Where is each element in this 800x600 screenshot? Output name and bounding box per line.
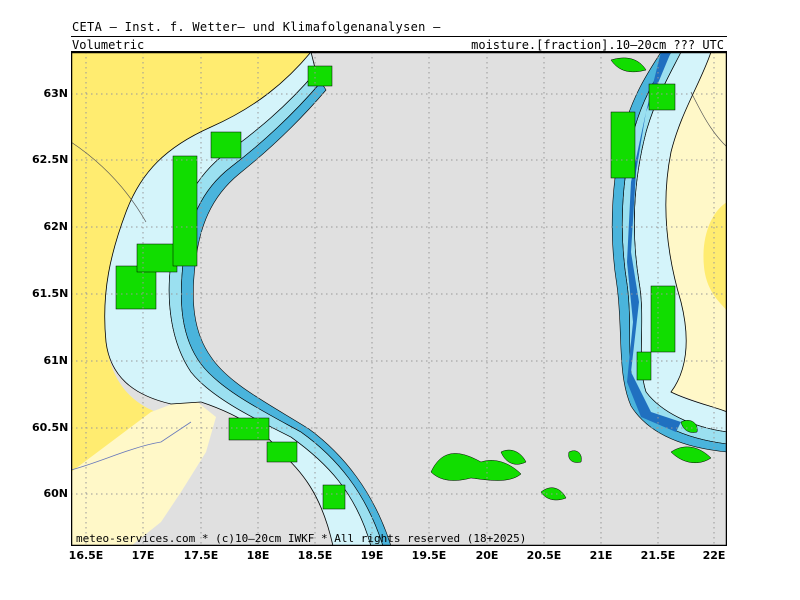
island-patch <box>172 155 198 267</box>
map-canvas <box>71 52 727 546</box>
east-land-inner <box>665 52 727 412</box>
lat-tick-label: 60.5N <box>32 421 69 434</box>
island-patch <box>568 450 582 463</box>
island-patch <box>636 351 652 381</box>
island-patch <box>266 441 298 463</box>
lon-tick-label: 21E <box>589 549 613 562</box>
border-line <box>71 141 147 223</box>
island-patch <box>670 446 712 464</box>
lon-tick-label: 20E <box>475 549 499 562</box>
island-patch <box>610 57 647 73</box>
lon-tick-label: 16.5E <box>68 549 104 562</box>
lon-tick-label: 21.5E <box>640 549 676 562</box>
lon-tick-label: 19E <box>360 549 384 562</box>
lat-tick-label: 61N <box>43 354 68 367</box>
lon-tick-label: 19.5E <box>411 549 447 562</box>
lat-tick-label: 63N <box>43 87 68 100</box>
header-rule-bottom <box>71 51 727 52</box>
island-patch <box>650 285 676 353</box>
island-patch <box>115 265 157 310</box>
island-patch <box>322 484 346 510</box>
header-rule-top <box>71 36 727 37</box>
east-land-outer <box>703 202 727 312</box>
west-land-outer <box>71 52 311 472</box>
lat-tick-label: 62N <box>43 220 68 233</box>
island-patch <box>610 111 636 179</box>
island-patch <box>136 243 178 273</box>
lat-tick-label: 61.5N <box>32 287 69 300</box>
variable-units-label: moisture.[fraction].10–20cm ??? UTC <box>471 38 724 52</box>
lon-tick-label: 20.5E <box>526 549 562 562</box>
island-patch <box>540 487 567 501</box>
island-patch <box>228 417 270 441</box>
west-land-inner <box>71 397 216 546</box>
lon-tick-label: 18E <box>246 549 270 562</box>
lon-tick-label: 17.5E <box>183 549 219 562</box>
lon-tick-label: 17E <box>131 549 155 562</box>
island-patch <box>680 420 698 433</box>
island-patch <box>210 131 242 159</box>
island-patch <box>648 83 676 111</box>
island-patch <box>307 65 333 87</box>
lat-tick-label: 60N <box>43 487 68 500</box>
border-line <box>690 91 727 148</box>
map-title: CETA — Inst. f. Wetter— und Klimafolgena… <box>72 20 441 34</box>
variable-label: Volumetric <box>72 38 145 52</box>
island-patch <box>500 449 527 465</box>
island-patch <box>430 453 522 481</box>
map-border <box>71 52 727 546</box>
river-line <box>71 421 192 471</box>
lon-tick-label: 22E <box>702 549 726 562</box>
lon-tick-label: 18.5E <box>297 549 333 562</box>
lat-tick-label: 62.5N <box>32 153 69 166</box>
copyright-footer: meteo-services.com * (c)10–20cm IWKF * A… <box>76 532 527 545</box>
east-band-4 <box>627 52 681 432</box>
